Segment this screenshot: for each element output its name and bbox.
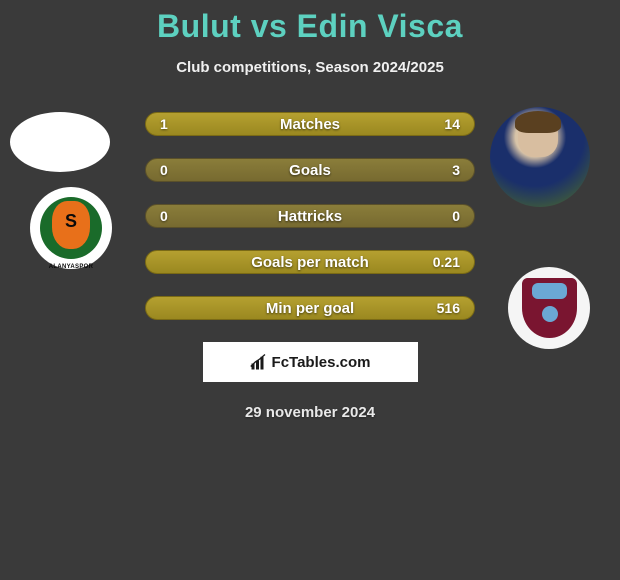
stat-row-goals-per-match: Goals per match 0.21 bbox=[145, 250, 475, 274]
brand-text: FcTables.com bbox=[272, 354, 371, 371]
stat-row-hattricks: 0 Hattricks 0 bbox=[145, 204, 475, 228]
season-subtitle: Club competitions, Season 2024/2025 bbox=[0, 59, 620, 76]
club-badge-left: ALANYASPOR bbox=[30, 187, 112, 269]
stat-left-value: 0 bbox=[160, 208, 190, 224]
stat-label: Goals per match bbox=[190, 254, 430, 271]
stat-right-value: 14 bbox=[430, 116, 460, 132]
club-badge-right-inner bbox=[522, 278, 577, 338]
date-label: 29 november 2024 bbox=[0, 404, 620, 421]
club-badge-left-text: ALANYASPOR bbox=[30, 264, 112, 270]
stat-left-value: 1 bbox=[160, 116, 190, 132]
club-badge-right bbox=[508, 267, 590, 349]
stat-row-goals: 0 Goals 3 bbox=[145, 158, 475, 182]
content-area: ALANYASPOR 1 Matches 14 0 Goals 3 0 Hatt… bbox=[0, 112, 620, 421]
stat-label: Goals bbox=[190, 162, 430, 179]
stat-row-matches: 1 Matches 14 bbox=[145, 112, 475, 136]
comparison-title: Bulut vs Edin Visca bbox=[0, 0, 620, 45]
stat-label: Hattricks bbox=[190, 208, 430, 225]
stat-label: Min per goal bbox=[190, 300, 430, 317]
club-badge-left-inner bbox=[40, 197, 102, 259]
stat-right-value: 0 bbox=[430, 208, 460, 224]
stat-right-value: 516 bbox=[430, 300, 460, 316]
stat-right-value: 0.21 bbox=[430, 254, 460, 270]
stat-left-value: 0 bbox=[160, 162, 190, 178]
brand-box[interactable]: FcTables.com bbox=[203, 342, 418, 382]
stat-row-min-per-goal: Min per goal 516 bbox=[145, 296, 475, 320]
player-avatar-left bbox=[10, 112, 110, 172]
player-avatar-right bbox=[490, 107, 590, 207]
stat-right-value: 3 bbox=[430, 162, 460, 178]
stats-container: 1 Matches 14 0 Goals 3 0 Hattricks 0 Goa… bbox=[145, 112, 475, 320]
stat-label: Matches bbox=[190, 116, 430, 133]
bar-chart-icon bbox=[250, 353, 268, 371]
